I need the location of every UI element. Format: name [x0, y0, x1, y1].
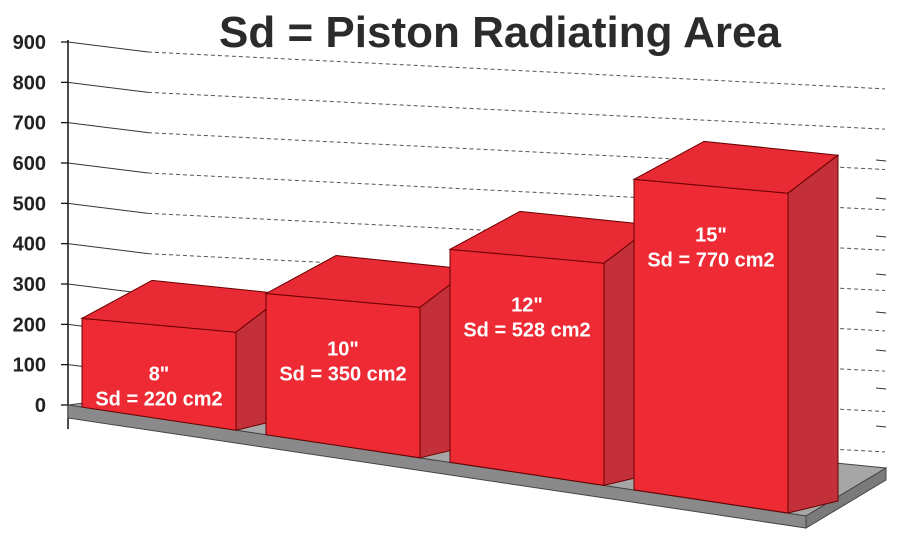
gridline	[147, 91, 886, 130]
y-tick-label: 700	[13, 113, 46, 135]
y-tick-label: 800	[13, 72, 46, 94]
right-tick	[875, 349, 887, 352]
y-tick-label: 500	[13, 193, 46, 215]
y-tick-label: 0	[35, 395, 46, 417]
bar-label-size: 12"	[511, 294, 543, 316]
floor-side	[805, 467, 887, 529]
bar-front	[449, 248, 605, 486]
gridline	[147, 253, 886, 292]
right-tick	[875, 425, 887, 428]
gridline	[147, 51, 886, 90]
y-tick-label: 900	[13, 32, 46, 54]
right-tick	[875, 387, 887, 390]
y-tick-label: 200	[13, 314, 46, 336]
right-tick	[875, 273, 887, 276]
y-tick-label: 600	[13, 153, 46, 175]
gridline	[147, 172, 886, 211]
grid-diagonal	[67, 41, 149, 53]
chart-title: Sd = Piston Radiating Area	[219, 8, 781, 57]
bar-side	[787, 154, 839, 514]
grid-diagonal	[67, 162, 149, 174]
bar-label-sd: Sd = 350 cm2	[279, 363, 406, 385]
right-tick	[875, 159, 887, 162]
bar-label-sd: Sd = 770 cm2	[647, 249, 774, 271]
right-tick	[875, 197, 887, 200]
bar-label-sd: Sd = 220 cm2	[95, 388, 222, 410]
gridline	[147, 132, 886, 171]
grid-diagonal	[67, 243, 149, 255]
bar-label-sd: Sd = 528 cm2	[463, 319, 590, 341]
bar-label-size: 8"	[149, 363, 170, 385]
bar-label-size: 10"	[327, 338, 359, 360]
grid-diagonal	[67, 122, 149, 134]
y-tick-label: 300	[13, 274, 46, 296]
gridline	[147, 212, 886, 251]
right-tick	[875, 235, 887, 238]
y-tick-label: 400	[13, 234, 46, 256]
bar-label-size: 15"	[695, 224, 727, 246]
right-tick	[875, 311, 887, 314]
grid-diagonal	[67, 81, 149, 93]
y-tick-label: 100	[13, 355, 46, 377]
grid-diagonal	[67, 202, 149, 214]
